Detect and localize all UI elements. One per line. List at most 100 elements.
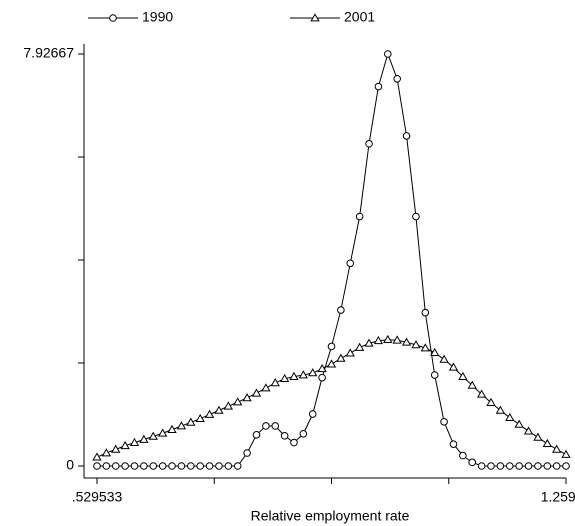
series-line [96,52,567,467]
data-point [487,462,495,470]
data-point [318,373,326,382]
data-point [120,440,130,450]
data-point [317,363,327,373]
data-point [224,462,233,470]
data-point [562,462,570,470]
data-point [252,431,261,439]
data-point [223,401,234,410]
data-point [326,359,337,368]
data-point [243,449,251,457]
data-point [449,440,458,448]
data-point [233,397,243,406]
data-point [308,368,318,377]
data-point [505,412,515,422]
legend-label: 2001 [344,9,375,25]
data-point [552,444,562,453]
data-point [440,418,448,426]
data-point [355,212,364,221]
data-point [215,462,223,470]
data-point [111,462,120,470]
data-point [486,397,496,406]
data-point [157,428,168,437]
data-point [533,432,543,441]
data-point [242,393,252,402]
data-point [392,335,402,344]
data-point [130,462,139,470]
data-point [542,438,552,447]
data-point [251,388,262,397]
data-point [401,337,412,346]
data-point [129,437,140,446]
data-point [534,462,542,470]
data-point [158,462,167,470]
data-point [262,422,270,430]
data-point [167,424,177,433]
data-point [383,334,393,344]
data-point [336,353,346,362]
data-point [420,343,430,352]
data-point [111,444,121,453]
data-point [299,429,308,438]
data-point [439,354,449,363]
data-point [233,462,242,470]
data-point [411,340,421,349]
data-point [205,462,214,470]
data-point [140,462,148,470]
data-point [524,462,533,470]
data-point [177,462,186,470]
data-point [354,342,365,351]
data-point [261,383,271,392]
data-point [505,462,514,470]
data-point [139,434,149,443]
data-point [365,139,373,148]
data-point [561,449,571,458]
data-point [421,308,430,317]
data-point [204,409,215,418]
data-point [458,371,468,380]
data-point [148,431,158,440]
data-point [280,432,289,440]
data-point [374,82,383,91]
data-point [337,306,345,314]
data-point [168,462,176,470]
data-point [448,362,459,371]
data-point [186,417,196,426]
data-point [327,342,336,351]
data-point [430,371,439,379]
data-point [289,371,299,380]
data-point [543,462,552,470]
data-point [102,462,111,470]
data-point [477,462,486,470]
data-point [271,422,280,430]
x-axis-label: Relative employment rate [251,508,410,524]
data-point [514,419,524,428]
data-point [412,212,420,221]
data-point [298,370,309,379]
data-point [92,452,102,461]
data-point [393,74,401,83]
data-point [290,438,298,447]
data-point [476,389,487,398]
data-point [346,259,355,268]
data-point [364,338,374,347]
data-point [308,410,317,418]
data-point [187,462,195,470]
data-point [279,373,290,383]
data-point [345,348,355,357]
data-point [402,132,411,140]
data-point [552,462,561,470]
legend-marker [109,14,117,22]
data-point [468,458,477,467]
data-point [195,413,205,423]
data-point [121,462,129,470]
data-point [383,50,392,58]
data-point [270,378,280,387]
x-tick-label: 1.25929 [541,489,575,505]
data-point [515,462,523,470]
data-point [495,405,506,414]
data-point [467,380,477,389]
data-point [196,462,204,470]
data-point [214,405,224,414]
y-tick-label: 0 [66,457,74,473]
